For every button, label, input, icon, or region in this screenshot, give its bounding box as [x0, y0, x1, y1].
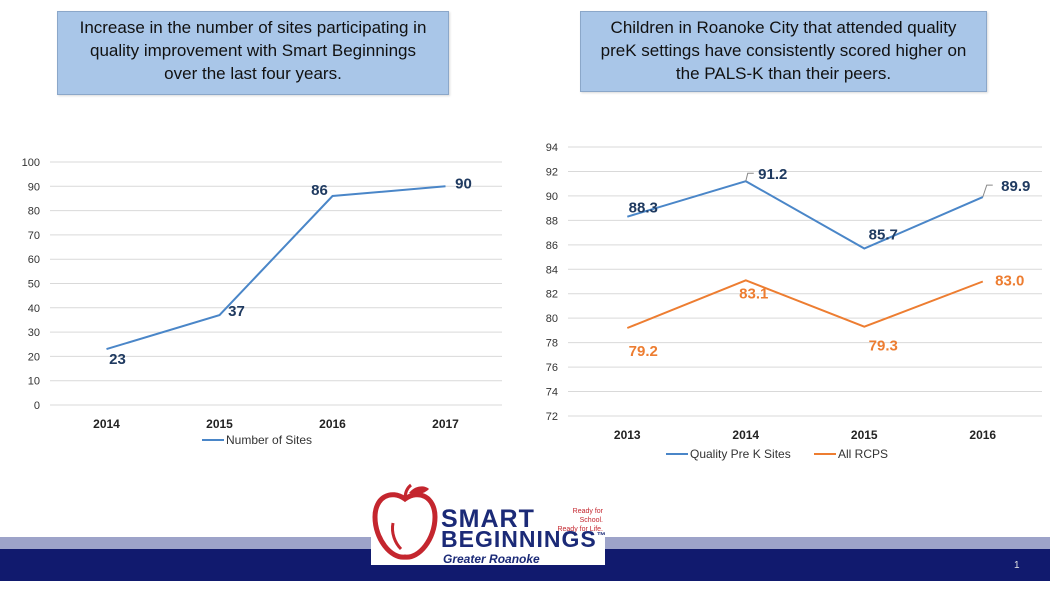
- data-label: 37: [228, 303, 245, 320]
- label-leader-line: [745, 172, 754, 182]
- callout-line: over the last four years.: [164, 64, 342, 83]
- y-tick-label: 74: [546, 387, 558, 399]
- callout-sites-increase: Increase in the number of sites particip…: [57, 11, 449, 95]
- callout-line: Increase in the number of sites particip…: [79, 18, 427, 37]
- data-label: 89.9: [1001, 178, 1030, 195]
- callout-line: the PALS-K than their peers.: [675, 64, 892, 83]
- y-tick-label: 84: [546, 264, 558, 276]
- footer-bottom-strip: [0, 581, 1050, 591]
- callout-line: preK settings have consistently scored h…: [600, 41, 967, 60]
- data-label: 86: [311, 182, 328, 199]
- y-tick-label: 90: [546, 191, 558, 203]
- callout-line: Children in Roanoke City that attended q…: [610, 18, 957, 37]
- y-tick-label: 76: [546, 362, 558, 374]
- x-tick-label: 2013: [614, 428, 641, 442]
- y-tick-label: 78: [546, 338, 558, 350]
- legend-label: Number of Sites: [226, 433, 312, 447]
- x-tick-label: 2014: [732, 428, 759, 442]
- data-label: 83.1: [739, 285, 768, 302]
- callout-line: quality improvement with Smart Beginning…: [90, 41, 416, 60]
- x-tick-label: 2017: [432, 417, 459, 431]
- y-tick-label: 72: [546, 411, 558, 423]
- y-tick-label: 82: [546, 289, 558, 301]
- y-tick-label: 10: [28, 376, 40, 388]
- x-tick-label: 2015: [206, 417, 233, 431]
- y-tick-label: 80: [546, 313, 558, 325]
- y-tick-label: 40: [28, 303, 40, 315]
- logo-word-beginnings-text: BEGINNINGS: [441, 526, 597, 552]
- data-label: 88.3: [629, 200, 658, 217]
- logo-tagline-line: Ready for Life.: [557, 526, 603, 533]
- y-tick-label: 20: [28, 351, 40, 363]
- y-tick-label: 30: [28, 327, 40, 339]
- trademark-mark: ™: [596, 530, 607, 541]
- sites-line-chart: 0 10 20 30 40 50 60 70 80 90 100 2014 2015 2016 2017 23…: [22, 157, 502, 447]
- y-tick-label: 70: [28, 230, 40, 242]
- y-tick-label: 94: [546, 142, 558, 154]
- data-label: 91.2: [758, 166, 787, 183]
- pals-k-line-chart: 72 74 76 78 80 82 84 86 88 90 92 94 2013 2014 2015 2016…: [546, 142, 1042, 461]
- y-tick-label: 60: [28, 254, 40, 266]
- logo-word-smart: SMART: [441, 505, 535, 533]
- data-label: 79.3: [869, 338, 898, 355]
- y-tick-label: 90: [28, 181, 40, 193]
- series-line-0: [627, 180, 984, 250]
- series-line-0: [106, 185, 446, 351]
- y-tick-label: 100: [22, 157, 40, 169]
- data-label: 79.2: [629, 343, 658, 360]
- x-tick-label: 2015: [851, 428, 878, 442]
- label-leader-line: [982, 184, 993, 198]
- logo-tagline: Ready for School. Ready for Life.: [551, 507, 603, 534]
- y-tick-label: 0: [34, 400, 40, 412]
- data-label: 83.0: [995, 273, 1024, 290]
- x-tick-label: 2014: [93, 417, 120, 431]
- data-label: 85.7: [869, 226, 898, 243]
- y-tick-label: 88: [546, 215, 558, 227]
- y-tick-label: 80: [28, 206, 40, 218]
- y-tick-label: 86: [546, 240, 558, 252]
- legend-label: All RCPS: [838, 447, 888, 461]
- x-tick-label: 2016: [969, 428, 996, 442]
- logo-region: Greater Roanoke: [443, 552, 540, 566]
- smart-beginnings-logo: SMART Ready for School. Ready for Life. …: [371, 483, 607, 566]
- legend-label: Quality Pre K Sites: [690, 447, 791, 461]
- data-label: 23: [109, 351, 126, 368]
- series-line-1: [626, 279, 984, 329]
- y-tick-label: 50: [28, 279, 40, 291]
- x-tick-label: 2016: [319, 417, 346, 431]
- logo-tagline-line: Ready for School.: [572, 508, 603, 524]
- callout-pals-k-scores: Children in Roanoke City that attended q…: [580, 11, 987, 92]
- data-label: 90: [455, 175, 472, 192]
- apple-icon: [372, 483, 438, 560]
- y-tick-label: 92: [546, 166, 558, 178]
- page-number: 1: [1014, 560, 1020, 571]
- logo-word-beginnings: BEGINNINGS™: [441, 526, 607, 553]
